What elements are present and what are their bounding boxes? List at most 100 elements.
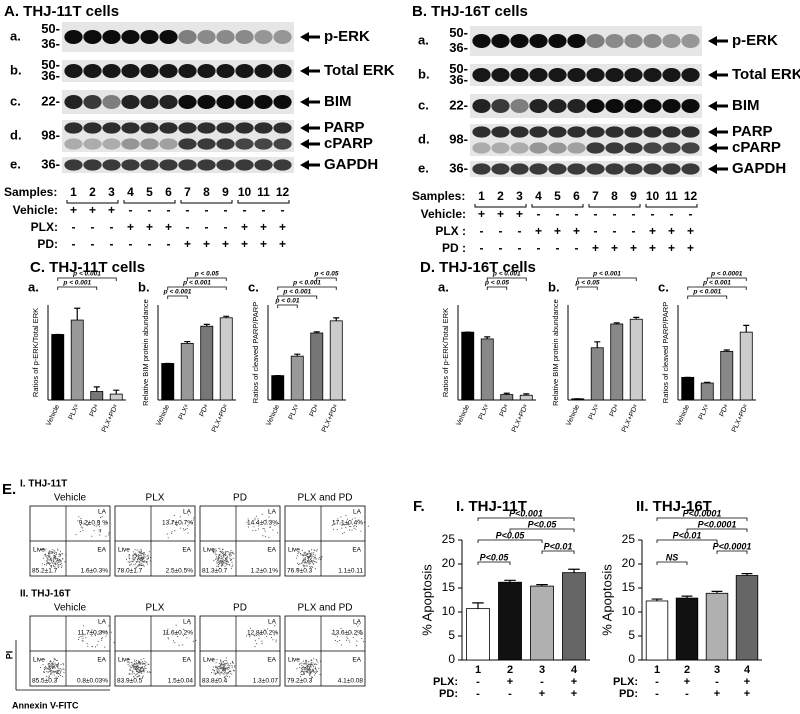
event-dot: [129, 560, 131, 562]
event-dot: [308, 673, 310, 675]
event-dot: [301, 668, 303, 670]
event-dot: [304, 562, 306, 564]
event-dot: [58, 558, 60, 560]
event-dot: [223, 554, 225, 556]
blot-band: [273, 95, 292, 109]
event-dot: [132, 555, 134, 557]
event-dot: [226, 673, 228, 675]
event-dot: [147, 558, 149, 560]
event-dot: [346, 518, 348, 520]
event-dot: [51, 562, 53, 564]
event-dot: [232, 564, 234, 566]
event-dot: [132, 665, 134, 667]
chart-label: c.: [248, 279, 259, 294]
event-dot: [349, 641, 351, 643]
error-bar: [594, 341, 601, 348]
event-dot: [220, 556, 222, 558]
event-dot: [309, 565, 311, 567]
event-dot: [133, 665, 135, 667]
arrow-head: [708, 36, 717, 46]
blot-band: [83, 138, 102, 150]
event-dot: [256, 634, 258, 636]
blot-band: [83, 159, 102, 171]
event-dot: [310, 666, 312, 668]
blot-band: [681, 163, 700, 175]
event-dot: [308, 559, 310, 561]
blot-band: [662, 142, 681, 154]
sample-number: 8: [203, 185, 210, 199]
event-dot: [296, 668, 298, 670]
event-dot: [226, 551, 228, 553]
event-dot: [302, 667, 304, 669]
blot-band: [216, 64, 235, 78]
event-dot: [219, 548, 221, 550]
event-dot: [56, 670, 58, 672]
event-dot: [57, 548, 59, 550]
event-dot: [139, 564, 141, 566]
significance-label: P<0.001: [509, 508, 543, 518]
event-dot: [225, 560, 227, 562]
event-dot: [141, 558, 143, 560]
event-dot: [308, 557, 310, 559]
event-dot: [140, 558, 142, 560]
quadrant-value: 11.6±0.2%: [162, 630, 193, 637]
event-dot: [304, 551, 306, 553]
event-dot: [314, 550, 316, 552]
blot-band: [273, 159, 292, 171]
quadrant-value: 14.4±0.3%: [247, 520, 278, 527]
event-dot: [227, 663, 229, 665]
condition-sign: -: [689, 207, 693, 221]
event-dot: [135, 556, 137, 558]
event-dot: [149, 560, 151, 562]
quadrant-value: 79.2±0.3: [287, 678, 313, 685]
event-dot: [222, 668, 224, 670]
event-dot: [219, 665, 221, 667]
quadrant-label: LA: [353, 619, 362, 626]
event-dot: [137, 557, 139, 559]
event-dot: [229, 670, 231, 672]
blot-band: [102, 64, 121, 78]
event-dot: [138, 561, 140, 563]
event-dot: [141, 561, 143, 563]
event-dot: [139, 662, 141, 664]
event-dot: [305, 668, 307, 670]
event-dot: [144, 561, 146, 563]
event-dot: [307, 553, 309, 555]
event-dot: [222, 663, 224, 665]
event-dot: [340, 627, 342, 629]
arrow-head: [300, 66, 309, 76]
event-dot: [304, 557, 306, 559]
event-dot: [55, 670, 57, 672]
y-axis-label: Relative BIM protein abundance: [141, 299, 150, 406]
event-dot: [174, 642, 176, 644]
event-dot: [307, 666, 309, 668]
event-dot: [256, 521, 258, 523]
event-dot: [223, 665, 225, 667]
event-dot: [222, 553, 224, 555]
x-tick-label: PLX+PDᵃ: [101, 403, 120, 433]
event-dot: [96, 644, 98, 646]
event-dot: [141, 552, 143, 554]
event-dot: [56, 559, 58, 561]
blot-band: [491, 163, 510, 175]
sample-group-bracket: [588, 204, 641, 208]
event-dot: [219, 561, 221, 563]
x-tick-label: PLXᵃ: [288, 403, 301, 421]
panel-title: F.: [413, 498, 425, 515]
event-dot: [247, 518, 249, 520]
event-dot: [143, 662, 145, 664]
condition-sign: -: [72, 237, 76, 251]
blot-title: B. THJ-16T cells: [412, 3, 528, 20]
blot-band: [624, 163, 643, 175]
event-dot: [51, 671, 53, 673]
event-dot: [44, 554, 46, 556]
event-dot: [133, 664, 135, 666]
event-dot: [113, 642, 115, 644]
blot-band: [510, 99, 529, 113]
event-dot: [227, 666, 229, 668]
event-dot: [60, 669, 62, 671]
event-dot: [224, 560, 226, 562]
event-dot: [139, 555, 141, 557]
band-label: PARP: [324, 119, 365, 136]
event-dot: [223, 668, 225, 670]
